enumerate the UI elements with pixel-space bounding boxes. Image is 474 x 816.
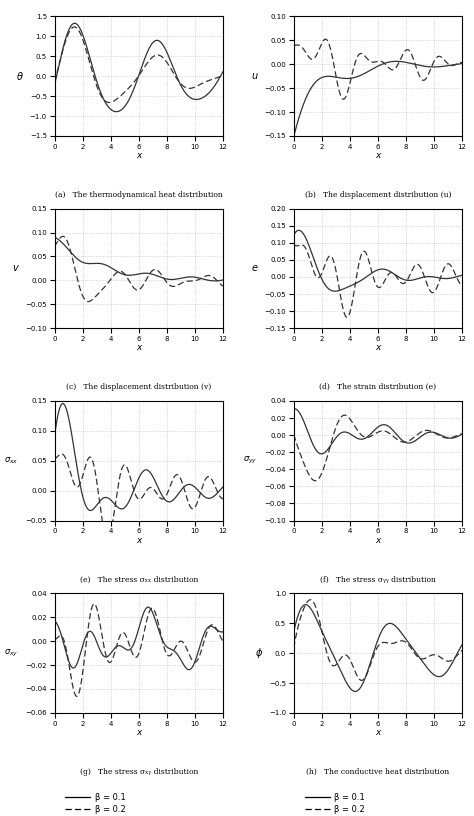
Text: (h)   The conductive heat distribution: (h) The conductive heat distribution [306,768,449,776]
Y-axis label: $v$: $v$ [11,264,19,273]
Text: (f)   The stress σᵧᵧ distribution: (f) The stress σᵧᵧ distribution [320,575,436,583]
Y-axis label: $\sigma_{xy}$: $\sigma_{xy}$ [4,648,18,659]
Text: (a)   The thermodynamical heat distribution: (a) The thermodynamical heat distributio… [55,191,223,199]
Y-axis label: $u$: $u$ [251,71,259,81]
X-axis label: x: x [136,151,141,160]
Y-axis label: $\phi$: $\phi$ [255,646,263,660]
Text: (e)   The stress σₓₓ distribution: (e) The stress σₓₓ distribution [80,575,198,583]
Y-axis label: $e$: $e$ [251,264,258,273]
X-axis label: x: x [375,151,381,160]
Text: (b)   The displacement distribution (u): (b) The displacement distribution (u) [305,191,451,199]
X-axis label: x: x [375,344,381,353]
Y-axis label: $\theta$: $\theta$ [16,70,24,82]
X-axis label: x: x [136,728,141,737]
Y-axis label: $\sigma_{xx}$: $\sigma_{xx}$ [4,455,18,466]
Text: (g)   The stress σₓᵧ distribution: (g) The stress σₓᵧ distribution [80,768,198,776]
X-axis label: x: x [375,535,381,544]
Y-axis label: $\sigma_{yy}$: $\sigma_{yy}$ [243,455,258,466]
Text: (d)   The strain distribution (e): (d) The strain distribution (e) [319,384,437,392]
Legend: β = 0.1, β = 0.2: β = 0.1, β = 0.2 [301,790,368,816]
X-axis label: x: x [375,728,381,737]
X-axis label: x: x [136,344,141,353]
X-axis label: x: x [136,535,141,544]
Text: (c)   The displacement distribution (v): (c) The displacement distribution (v) [66,384,211,392]
Legend: β = 0.1, β = 0.2: β = 0.1, β = 0.2 [62,790,128,816]
